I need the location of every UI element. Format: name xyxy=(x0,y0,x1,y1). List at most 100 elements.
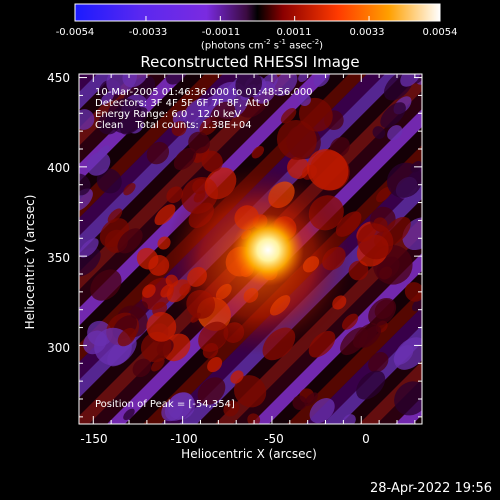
image-blob xyxy=(107,208,123,223)
image-blob xyxy=(123,408,135,421)
diagonal-band xyxy=(0,74,79,424)
image-blob xyxy=(120,106,148,135)
image-blob xyxy=(306,149,349,191)
info-total-counts: Total counts: 1.38E+04 xyxy=(135,120,252,131)
plot-frame xyxy=(78,73,423,425)
image-blob xyxy=(276,119,317,160)
image-blob xyxy=(130,301,148,319)
diagonal-band xyxy=(359,361,422,424)
diagonal-band xyxy=(305,307,422,424)
colorbar-units: (photons cm-2 s-1 asec-2) xyxy=(200,38,324,52)
x-tick-label: -50 xyxy=(264,432,284,446)
image-blob xyxy=(304,392,318,407)
x-axis-label: Heliocentric X (arcsec) xyxy=(181,447,317,461)
image-blob xyxy=(292,395,307,410)
peak-position: Position of Peak = [-54,354] xyxy=(95,399,235,410)
image-blob xyxy=(96,145,110,159)
image-blob xyxy=(136,247,159,270)
x-tick-label: 0 xyxy=(362,432,370,446)
image-blob xyxy=(380,102,406,128)
image-blob xyxy=(83,330,107,355)
image-blob xyxy=(171,121,187,137)
image-blob xyxy=(357,223,394,260)
image-blob xyxy=(79,188,93,212)
image-blob xyxy=(210,101,236,127)
diagonal-band xyxy=(0,74,25,424)
image-blob xyxy=(146,141,170,165)
colorbar-tick-label: -0.0033 xyxy=(128,27,168,38)
diagonal-band xyxy=(0,74,7,424)
image-blob xyxy=(146,311,177,342)
image-blob xyxy=(154,204,176,226)
image-blob xyxy=(376,256,400,280)
image-blob xyxy=(183,98,209,124)
chart-title: Reconstructed RHESSI Image xyxy=(140,53,360,71)
colorbar-ticks xyxy=(74,16,441,21)
axis-ticks xyxy=(79,74,422,424)
info-detectors: Detectors: 3F 4F 5F 6F 7F 8F, Att 0 xyxy=(95,98,270,109)
diagonal-band xyxy=(251,253,422,424)
y-tick-label: 450 xyxy=(47,71,70,85)
image-blob xyxy=(356,370,386,400)
image-blob xyxy=(400,74,421,87)
image-blob xyxy=(100,91,115,105)
image-blob xyxy=(341,313,359,330)
y-axis-label: Heliocentric Y (arcsec) xyxy=(23,194,37,330)
x-tick-label: -150 xyxy=(80,432,108,446)
image-blob xyxy=(202,343,219,359)
colorbar-tick-label: 0.0054 xyxy=(422,27,458,38)
image-blob xyxy=(387,125,403,141)
image-blob xyxy=(368,297,397,326)
image-blob xyxy=(106,74,137,95)
image-blob xyxy=(308,330,336,358)
image-blob xyxy=(117,327,137,347)
colorbar-tick-label: -0.0011 xyxy=(201,27,241,38)
image-blob xyxy=(197,377,226,405)
image-blob xyxy=(201,150,223,173)
image-blob xyxy=(251,146,265,159)
timestamp: 28-Apr-2022 19:56 xyxy=(370,481,492,496)
image-blob xyxy=(117,228,143,254)
info-counts-line: Clean Total counts: 1.38E+04 xyxy=(95,120,252,131)
image-blob xyxy=(247,413,261,424)
image-blob xyxy=(151,357,165,372)
image-blob xyxy=(90,269,122,301)
image-blob xyxy=(298,97,333,132)
info-method: Clean xyxy=(95,120,124,131)
diagonal-band xyxy=(413,415,422,424)
y-tick-label: 300 xyxy=(47,341,70,355)
image-blob xyxy=(172,110,187,124)
image-blob xyxy=(372,126,386,139)
image-blob xyxy=(223,400,240,417)
colorbar-tick-label: 0.0033 xyxy=(349,27,385,38)
image-blob xyxy=(173,147,197,171)
image-blob xyxy=(233,375,267,408)
colorbar-tick-label: -0.0054 xyxy=(55,27,95,38)
image-blob xyxy=(230,370,244,384)
info-time-range: 10-Mar-2005 01:46:36.000 to 01:48:56.000 xyxy=(95,87,313,98)
x-tick-label: -100 xyxy=(170,432,198,446)
image-blob xyxy=(123,183,136,196)
image-blob xyxy=(166,186,184,204)
image-blob xyxy=(340,327,368,356)
image-blob xyxy=(394,381,422,416)
image-blob xyxy=(402,217,422,251)
image-blob xyxy=(280,107,297,124)
image-blob xyxy=(96,168,122,194)
image-blob xyxy=(368,352,389,373)
image-blob xyxy=(188,131,210,154)
image-blob xyxy=(86,152,111,176)
colorbar-tick-label: 0.0011 xyxy=(276,27,312,38)
diagonal-band xyxy=(431,74,500,424)
image-blob xyxy=(79,247,101,277)
image-blob xyxy=(404,282,422,302)
image-blob xyxy=(348,260,369,281)
image-blob xyxy=(161,399,184,422)
image-blob xyxy=(342,414,356,424)
image-blob xyxy=(79,238,99,258)
image-blob xyxy=(376,186,392,203)
image-blob xyxy=(142,284,156,298)
colorbar xyxy=(74,3,441,22)
y-tick-label: 400 xyxy=(47,161,70,175)
